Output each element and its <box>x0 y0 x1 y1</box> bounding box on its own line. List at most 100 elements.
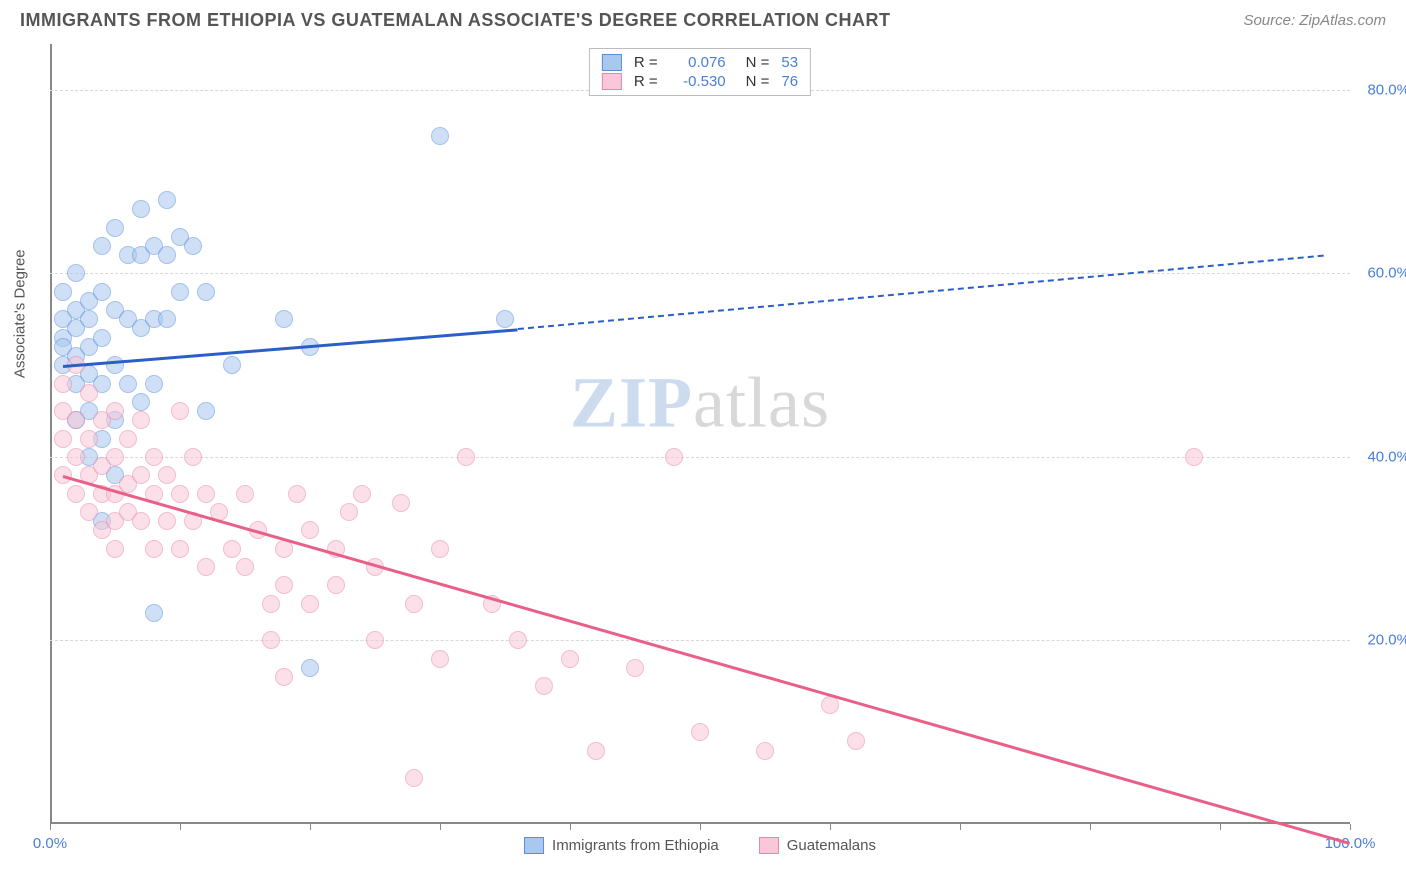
x-tick-mark <box>180 824 181 830</box>
data-point <box>171 402 189 420</box>
y-tick-label: 40.0% <box>1367 448 1406 465</box>
data-point <box>145 375 163 393</box>
data-point <box>93 237 111 255</box>
x-tick-mark <box>1350 824 1351 830</box>
legend-series: Immigrants from Ethiopia Guatemalans <box>524 837 876 854</box>
data-point <box>184 448 202 466</box>
data-point <box>236 558 254 576</box>
legend-series-item: Immigrants from Ethiopia <box>524 837 719 854</box>
data-point <box>340 503 358 521</box>
data-point <box>106 219 124 237</box>
trend-line <box>518 255 1324 330</box>
data-point <box>80 430 98 448</box>
y-tick-label: 60.0% <box>1367 265 1406 282</box>
r-label: R = <box>634 73 658 90</box>
data-point <box>67 264 85 282</box>
data-point <box>119 375 137 393</box>
data-point <box>275 576 293 594</box>
data-point <box>80 503 98 521</box>
data-point <box>158 466 176 484</box>
r-label: R = <box>634 54 658 71</box>
data-point <box>80 310 98 328</box>
data-point <box>132 411 150 429</box>
r-value: 0.076 <box>666 54 726 71</box>
data-point <box>106 402 124 420</box>
data-point <box>353 485 371 503</box>
x-tick-mark <box>310 824 311 830</box>
data-point <box>158 191 176 209</box>
data-point <box>132 200 150 218</box>
data-point <box>145 540 163 558</box>
data-point <box>301 595 319 613</box>
legend-series-label: Guatemalans <box>787 837 876 854</box>
data-point <box>847 732 865 750</box>
x-tick-mark <box>440 824 441 830</box>
grid-line-h <box>50 640 1350 641</box>
data-point <box>106 356 124 374</box>
data-point <box>275 668 293 686</box>
data-point <box>431 650 449 668</box>
data-point <box>197 485 215 503</box>
trend-line <box>63 475 1351 844</box>
data-point <box>171 485 189 503</box>
data-point <box>275 310 293 328</box>
data-point <box>171 283 189 301</box>
data-point <box>132 512 150 530</box>
legend-series-label: Immigrants from Ethiopia <box>552 837 719 854</box>
x-tick-mark <box>1220 824 1221 830</box>
data-point <box>691 723 709 741</box>
x-tick-mark <box>830 824 831 830</box>
data-point <box>119 430 137 448</box>
legend-swatch <box>524 837 544 854</box>
legend-swatch <box>602 54 622 71</box>
data-point <box>236 485 254 503</box>
data-point <box>301 659 319 677</box>
data-point <box>665 448 683 466</box>
data-point <box>392 494 410 512</box>
data-point <box>93 283 111 301</box>
watermark: ZIPatlas <box>570 361 830 444</box>
n-label: N = <box>746 73 770 90</box>
data-point <box>80 384 98 402</box>
x-tick-mark <box>700 824 701 830</box>
data-point <box>327 576 345 594</box>
data-point <box>756 742 774 760</box>
data-point <box>184 237 202 255</box>
legend-stats: R =0.076N =53R =-0.530N =76 <box>589 48 811 96</box>
data-point <box>54 430 72 448</box>
data-point <box>54 283 72 301</box>
data-point <box>106 540 124 558</box>
data-point <box>1185 448 1203 466</box>
data-point <box>626 659 644 677</box>
y-axis-line <box>50 44 52 824</box>
x-tick-mark <box>1090 824 1091 830</box>
data-point <box>431 127 449 145</box>
y-tick-label: 80.0% <box>1367 81 1406 98</box>
legend-stats-row: R =-0.530N =76 <box>602 72 798 91</box>
data-point <box>301 521 319 539</box>
r-value: -0.530 <box>666 73 726 90</box>
data-point <box>405 595 423 613</box>
data-point <box>67 411 85 429</box>
data-point <box>561 650 579 668</box>
data-point <box>197 283 215 301</box>
data-point <box>587 742 605 760</box>
n-label: N = <box>746 54 770 71</box>
y-tick-label: 20.0% <box>1367 632 1406 649</box>
data-point <box>405 769 423 787</box>
data-point <box>67 448 85 466</box>
grid-line-h <box>50 457 1350 458</box>
legend-stats-row: R =0.076N =53 <box>602 53 798 72</box>
data-point <box>262 595 280 613</box>
data-point <box>67 485 85 503</box>
data-point <box>171 540 189 558</box>
grid-line-h <box>50 273 1350 274</box>
data-point <box>496 310 514 328</box>
data-point <box>457 448 475 466</box>
data-point <box>262 631 280 649</box>
chart-title: IMMIGRANTS FROM ETHIOPIA VS GUATEMALAN A… <box>20 10 890 31</box>
legend-swatch <box>759 837 779 854</box>
data-point <box>197 558 215 576</box>
y-axis-label: Associate's Degree <box>12 249 29 378</box>
data-point <box>132 466 150 484</box>
